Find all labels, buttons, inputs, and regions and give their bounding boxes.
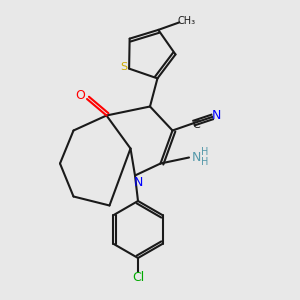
Text: C: C xyxy=(193,120,200,130)
Text: N: N xyxy=(133,176,143,189)
Text: H: H xyxy=(201,147,208,157)
Text: CH₃: CH₃ xyxy=(178,16,196,26)
Text: S: S xyxy=(120,62,127,72)
Text: O: O xyxy=(76,89,85,103)
Text: Cl: Cl xyxy=(132,271,144,284)
Text: N: N xyxy=(212,109,222,122)
Text: N: N xyxy=(192,151,201,164)
Text: H: H xyxy=(201,157,208,167)
